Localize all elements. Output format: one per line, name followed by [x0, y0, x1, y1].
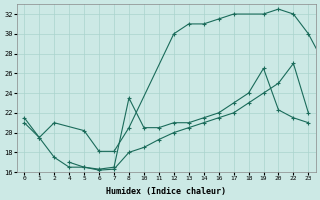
X-axis label: Humidex (Indice chaleur): Humidex (Indice chaleur): [106, 187, 226, 196]
